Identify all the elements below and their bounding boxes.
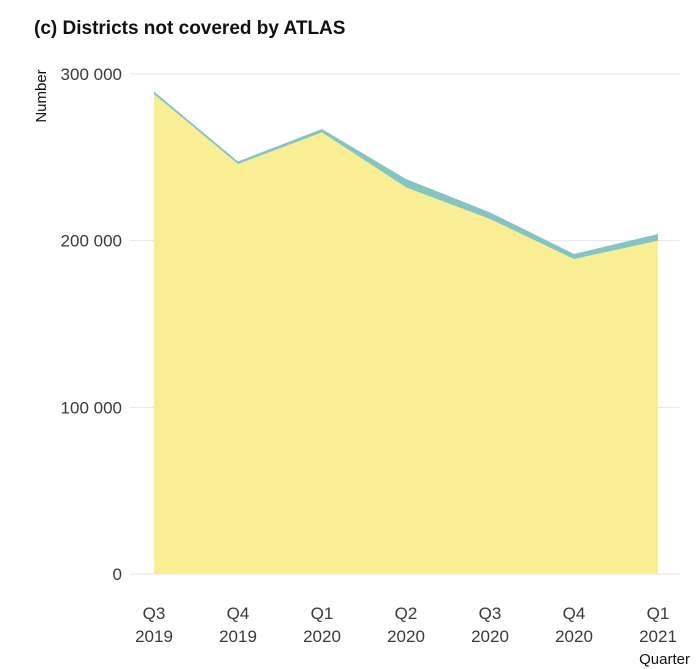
x-tick-label: Q1 2020 [303, 604, 341, 646]
y-axis-label: Number [33, 69, 50, 122]
x-axis-ticks: Q3 2019 Q4 2019 Q1 2020 Q2 2020 Q3 2020 Q4 2020 Q1 20… [135, 604, 677, 646]
x-axis-label: Quarter [639, 651, 690, 668]
x-tick-year: 2020 [303, 627, 341, 646]
x-tick-label: Q3 2020 [471, 604, 509, 646]
x-tick-year: 2020 [555, 627, 593, 646]
chart-title: (c) Districts not covered by ATLAS [34, 18, 346, 39]
x-tick-year: 2020 [471, 627, 509, 646]
x-tick-year: 2021 [639, 627, 677, 646]
x-tick-label: Q2 2020 [387, 604, 425, 646]
x-tick-year: 2019 [219, 627, 257, 646]
area-series-1 [154, 94, 658, 574]
x-tick-quarter: Q3 [479, 604, 502, 623]
area-layer [154, 91, 658, 574]
x-tick-quarter: Q2 [395, 604, 418, 623]
y-tick-label: 0 [113, 565, 122, 584]
x-tick-label: Q4 2019 [219, 604, 257, 646]
y-tick-label: 100 000 [61, 398, 122, 417]
x-tick-quarter: Q1 [647, 604, 670, 623]
x-tick-year: 2019 [135, 627, 173, 646]
x-tick-label: Q4 2020 [555, 604, 593, 646]
x-tick-quarter: Q4 [563, 604, 586, 623]
y-tick-label: 200 000 [61, 232, 122, 251]
x-tick-year: 2020 [387, 627, 425, 646]
y-tick-label: 300 000 [61, 65, 122, 84]
x-tick-label: Q1 2021 [639, 604, 677, 646]
y-axis-ticks: 0 100 000 200 000 300 000 [61, 65, 122, 584]
x-tick-quarter: Q1 [311, 604, 334, 623]
x-tick-label: Q3 2019 [135, 604, 173, 646]
x-tick-quarter: Q3 [143, 604, 166, 623]
x-tick-quarter: Q4 [227, 604, 250, 623]
